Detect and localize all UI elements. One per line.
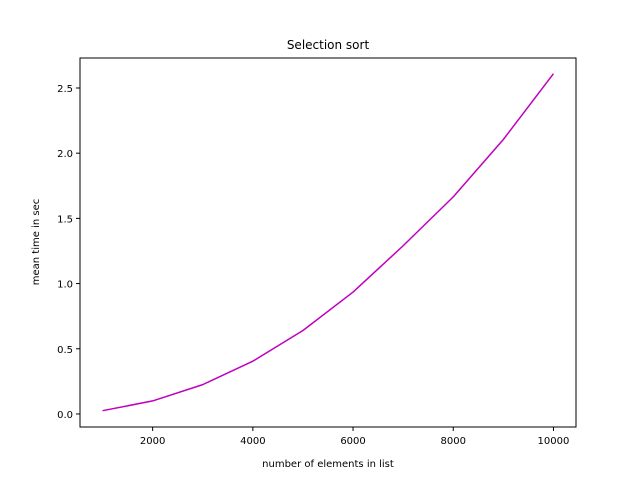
axes-frame xyxy=(79,57,577,428)
series-line xyxy=(102,73,555,412)
x-tick-label: 2000 xyxy=(140,436,165,447)
y-tick-label: 1.0 xyxy=(57,280,73,291)
x-tick-label: 10000 xyxy=(538,436,570,447)
y-tick-label: 1.5 xyxy=(57,214,73,225)
y-axis-ticks: 0.0 0.5 1.0 1.5 2.0 2.5 xyxy=(57,84,80,421)
y-tick-label: 0.5 xyxy=(57,345,73,356)
y-tick-label: 2.0 xyxy=(57,149,73,160)
x-axis-label: number of elements in list xyxy=(262,459,394,470)
y-axis-label: mean time in sec xyxy=(31,199,42,285)
x-tick-label: 4000 xyxy=(240,436,265,447)
chart-title: Selection sort xyxy=(287,38,370,52)
y-tick-label: 2.5 xyxy=(57,84,73,95)
x-tick-label: 8000 xyxy=(441,436,466,447)
x-axis-ticks: 2000 4000 6000 8000 10000 xyxy=(140,427,569,447)
y-tick-label: 0.0 xyxy=(57,410,73,421)
plot-area xyxy=(102,73,555,412)
x-tick-label: 6000 xyxy=(340,436,365,447)
